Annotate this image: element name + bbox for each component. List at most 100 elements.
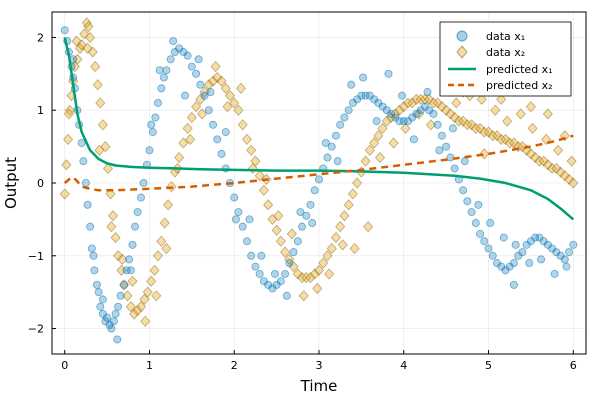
data-point-x1 [437, 131, 446, 140]
data-point-x2 [432, 97, 443, 109]
x-tick-label: 5 [485, 359, 492, 372]
data-point-x2 [280, 246, 291, 258]
data-point-x1 [217, 149, 226, 158]
data-point-x1 [282, 291, 291, 300]
data-point-x2 [312, 282, 323, 295]
data-point-x2 [139, 293, 150, 306]
data-point-x2 [113, 250, 124, 262]
data-point-x2 [258, 184, 269, 196]
data-point-x2 [273, 210, 284, 222]
legend-marker-data-x1 [456, 30, 468, 42]
data-point-x1 [525, 259, 534, 268]
data-point-x2 [490, 104, 501, 116]
data-point-x2 [271, 224, 282, 236]
data-point-x2 [559, 170, 570, 182]
data-point-x2 [196, 108, 208, 120]
data-point-x2 [85, 31, 96, 44]
data-point-x1 [139, 178, 148, 187]
data-point-x1 [60, 26, 69, 35]
data-point-x1 [230, 193, 239, 202]
data-point-x2 [191, 100, 202, 113]
data-point-x2 [425, 119, 436, 131]
data-point-x1 [511, 240, 520, 249]
data-point-x2 [235, 82, 247, 95]
data-point-x1 [151, 113, 160, 122]
data-point-x2 [224, 90, 236, 102]
data-point-x1 [209, 120, 218, 129]
data-point-x2 [146, 275, 157, 287]
data-point-x2 [564, 173, 575, 185]
data-point-x1 [181, 91, 190, 100]
legend-label-predicted-x1: predicted x₁ [486, 63, 553, 76]
data-point-x2 [95, 97, 106, 109]
x-tick-label: 4 [400, 359, 407, 372]
data-point-x2 [349, 242, 360, 255]
data-point-x2 [407, 97, 418, 109]
data-point-x2 [72, 53, 83, 65]
data-point-x2 [90, 60, 101, 73]
data-point-x1 [136, 193, 145, 202]
data-point-x1 [409, 135, 418, 144]
data-point-x1 [429, 109, 438, 118]
data-point-x2 [107, 210, 119, 222]
data-point-x2 [352, 177, 363, 189]
data-point-x1 [148, 128, 157, 137]
data-point-x2 [424, 93, 435, 105]
data-point-x1 [302, 211, 311, 220]
data-point-x2 [186, 111, 197, 124]
data-point-x1 [560, 255, 569, 264]
data-point-x1 [147, 120, 156, 129]
data-point-x2 [479, 148, 490, 160]
data-point-x1 [442, 142, 451, 151]
data-point-x2 [374, 151, 386, 164]
data-point-x2 [568, 177, 579, 189]
data-point-x1 [255, 269, 264, 278]
data-point-x2 [159, 217, 170, 229]
data-point-x2 [538, 155, 549, 167]
data-point-x2 [542, 159, 553, 171]
data-point-x2 [373, 130, 384, 142]
data-point-x2 [552, 144, 564, 156]
data-point-x2 [87, 46, 98, 58]
data-point-x2 [140, 315, 151, 327]
data-point-x1 [285, 259, 294, 268]
data-point-x2 [156, 235, 167, 247]
data-point-x2 [381, 115, 392, 127]
data-point-x1 [116, 291, 125, 300]
data-point-x2 [451, 97, 462, 109]
data-point-x1 [162, 66, 171, 75]
data-point-x1 [120, 280, 129, 289]
legend: data x₁ data x₂ predicted x₁ predicted x… [439, 21, 572, 97]
data-point-x2 [106, 221, 117, 233]
data-point-x1 [98, 295, 107, 304]
data-point-x2 [475, 122, 486, 135]
data-point-x1 [289, 248, 298, 257]
data-point-x2 [377, 122, 388, 135]
data-point-x1 [183, 51, 192, 60]
data-point-x2 [476, 93, 487, 105]
data-point-x1 [204, 106, 213, 115]
data-point-x1 [323, 153, 332, 162]
data-point-x1 [463, 197, 472, 206]
y-tick-label: 2 [37, 31, 44, 44]
data-point-x1 [336, 120, 345, 129]
data-point-x2 [241, 133, 252, 145]
data-point-x1 [89, 251, 98, 260]
data-point-x2 [515, 108, 526, 120]
data-point-x1 [83, 200, 92, 209]
data-point-x1 [86, 222, 95, 231]
data-point-x1 [200, 91, 209, 100]
data-point-x1 [77, 138, 86, 147]
data-point-x2 [229, 97, 240, 109]
data-point-x2 [527, 122, 538, 135]
data-point-x1 [192, 69, 201, 78]
data-point-x1 [423, 88, 432, 97]
data-point-x2 [210, 60, 221, 73]
data-point-x2 [125, 301, 136, 313]
data-point-x2 [216, 75, 227, 87]
data-point-x1 [96, 302, 105, 311]
data-point-x1 [103, 313, 112, 322]
data-point-x2 [502, 115, 513, 127]
x-tick-label: 2 [231, 359, 238, 372]
